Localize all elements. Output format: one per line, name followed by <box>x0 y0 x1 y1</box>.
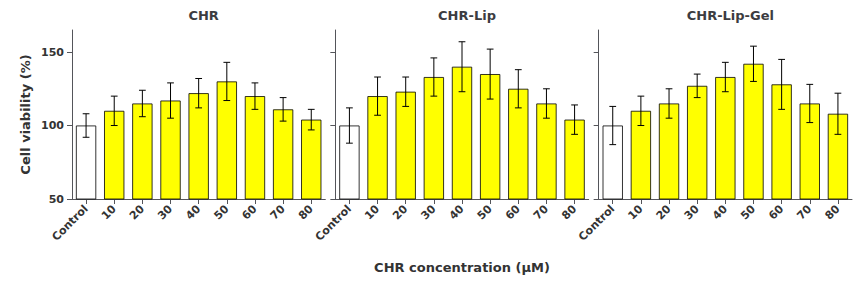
svg-text:CHR-Lip: CHR-Lip <box>438 8 496 23</box>
svg-text:20: 20 <box>654 202 674 222</box>
svg-text:50: 50 <box>211 202 231 222</box>
svg-text:CHR concentration (μM): CHR concentration (μM) <box>374 260 550 275</box>
svg-text:80: 80 <box>296 202 316 222</box>
svg-text:100: 100 <box>41 119 64 132</box>
svg-text:10: 10 <box>625 202 645 222</box>
svg-text:80: 80 <box>823 202 843 222</box>
svg-text:50: 50 <box>49 193 65 206</box>
svg-text:10: 10 <box>99 202 119 222</box>
svg-text:CHR-Lip-Gel: CHR-Lip-Gel <box>687 8 774 23</box>
svg-text:50: 50 <box>475 202 495 222</box>
svg-text:70: 70 <box>268 202 288 222</box>
svg-text:Cell viability (%): Cell viability (%) <box>18 54 33 174</box>
svg-text:Control: Control <box>576 202 617 243</box>
svg-text:CHR: CHR <box>188 8 218 23</box>
svg-text:60: 60 <box>503 202 523 222</box>
svg-text:50: 50 <box>738 202 758 222</box>
svg-text:30: 30 <box>418 202 438 222</box>
svg-text:Control: Control <box>49 202 90 243</box>
svg-text:40: 40 <box>447 202 467 222</box>
svg-text:20: 20 <box>390 202 410 222</box>
svg-text:20: 20 <box>127 202 147 222</box>
svg-text:60: 60 <box>240 202 260 222</box>
svg-text:150: 150 <box>41 46 64 59</box>
svg-text:30: 30 <box>682 202 702 222</box>
svg-text:30: 30 <box>155 202 175 222</box>
svg-text:60: 60 <box>766 202 786 222</box>
svg-text:40: 40 <box>710 202 730 222</box>
svg-text:Control: Control <box>313 202 354 243</box>
svg-text:70: 70 <box>794 202 814 222</box>
svg-text:70: 70 <box>531 202 551 222</box>
svg-text:80: 80 <box>559 202 579 222</box>
svg-text:10: 10 <box>362 202 382 222</box>
svg-text:40: 40 <box>183 202 203 222</box>
